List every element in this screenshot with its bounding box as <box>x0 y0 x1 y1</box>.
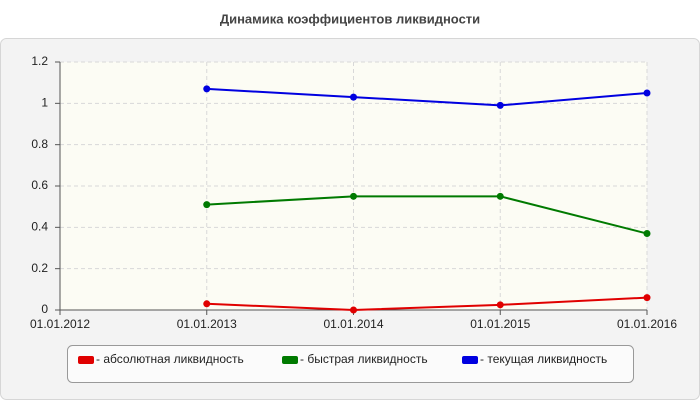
legend-swatch <box>462 356 478 364</box>
point <box>643 294 651 302</box>
legend-label: - текущая ликвидность <box>480 352 607 366</box>
point <box>643 89 651 97</box>
point <box>203 85 211 93</box>
legend-label: - абсолютная ликвидность <box>96 352 244 366</box>
x-tick-label: 01.01.2012 <box>30 317 90 331</box>
y-tick-label: 0.6 <box>31 178 48 192</box>
x-tick-label: 01.01.2013 <box>177 317 237 331</box>
point <box>203 300 211 308</box>
point <box>203 201 211 209</box>
x-tick-label: 01.01.2016 <box>617 317 677 331</box>
series-line <box>206 195 648 235</box>
point <box>350 192 357 200</box>
y-tick-label: 1 <box>41 96 48 110</box>
y-tick-label: 0 <box>41 302 48 316</box>
y-tick-label: 0.8 <box>31 137 48 151</box>
point <box>643 230 651 238</box>
chart-title: Динамика коэффициентов ликвидности <box>220 11 480 26</box>
point <box>496 192 504 200</box>
legend-label: - быстрая ликвидность <box>300 352 428 366</box>
point <box>350 306 357 314</box>
y-tick-label: 0.2 <box>31 261 48 275</box>
point <box>350 93 357 101</box>
legend-swatch <box>282 356 298 364</box>
y-tick-label: 0.4 <box>31 220 48 234</box>
legend-swatch <box>78 356 94 364</box>
legend <box>67 345 634 383</box>
x-tick-label: 01.01.2015 <box>470 317 530 331</box>
series-line <box>206 296 648 312</box>
series-line <box>206 87 648 107</box>
point <box>496 301 504 309</box>
point <box>496 101 504 109</box>
y-tick-label: 1.2 <box>31 54 48 68</box>
x-tick-label: 01.01.2014 <box>323 317 383 331</box>
